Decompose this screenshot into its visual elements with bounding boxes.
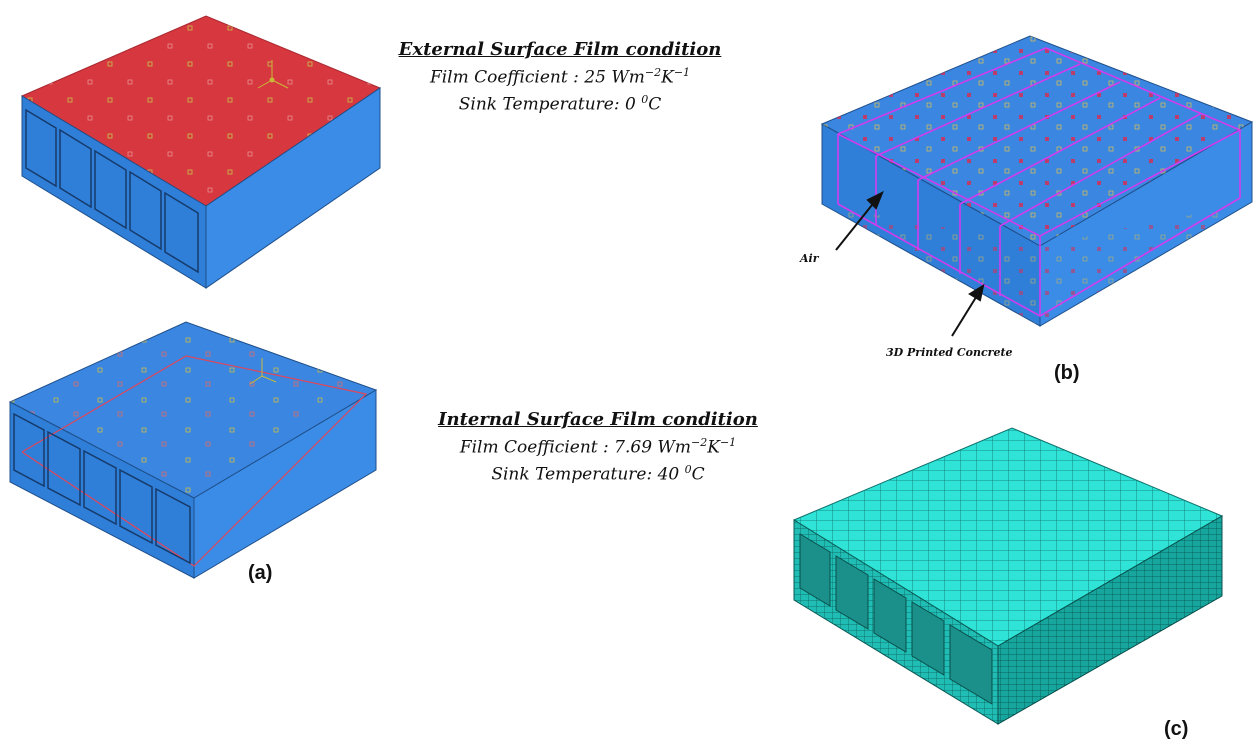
label-3d-printed-concrete: 3D Printed Concrete [886, 346, 1013, 359]
internal-sink-temperature: Sink Temperature: 40 0C [491, 462, 705, 485]
label-air: Air [799, 252, 820, 265]
panel-label-b: (b) [1054, 362, 1080, 384]
arrow-air [835, 190, 884, 251]
internal-heading: Internal Surface Film condition [438, 409, 758, 430]
model-a-internal [8, 321, 378, 579]
partition-lines [837, 47, 1242, 317]
arrow-concrete [951, 283, 985, 337]
external-condition: External Surface Film condition Film Coe… [360, 38, 760, 115]
panel-label-a: (a) [248, 562, 273, 584]
internal-film-coefficient: Film Coefficient : 7.69 Wm−2K−1 [459, 436, 737, 458]
internal-condition: Internal Surface Film condition Film Coe… [398, 408, 798, 485]
cell-openings-a2 [13, 412, 191, 565]
external-heading: External Surface Film condition [398, 39, 722, 60]
external-film-coefficient: Film Coefficient : 25 Wm−2K−1 [429, 66, 691, 88]
model-c [792, 427, 1224, 725]
model-a-external [20, 15, 382, 289]
cell-openings-c [799, 533, 993, 705]
cell-openings-a [25, 108, 199, 274]
model-b: Air 3D Printed Concrete [799, 35, 1254, 359]
external-sink-temperature: Sink Temperature: 0 0C [458, 92, 662, 115]
axis-triad-icon [249, 358, 277, 385]
axis-triad-icon [257, 60, 289, 89]
panel-label-c: (c) [1164, 718, 1189, 740]
